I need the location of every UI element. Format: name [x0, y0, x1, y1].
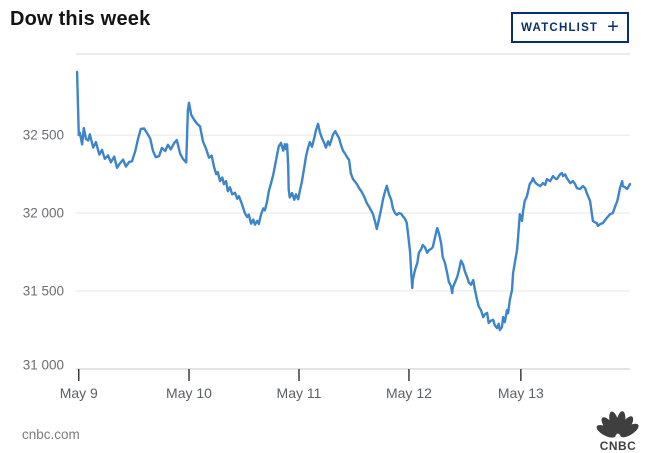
x-tick-label: May 12	[386, 385, 432, 401]
y-tick-label: 31 500	[23, 284, 64, 299]
watchlist-button[interactable]: WATCHLIST +	[511, 12, 629, 43]
y-tick-label: 32 500	[23, 128, 64, 143]
peacock-icon	[596, 411, 639, 438]
cnbc-logo-text: CNBC	[600, 439, 636, 451]
watchlist-button-label: WATCHLIST	[521, 21, 599, 34]
source-text: cnbc.com	[22, 427, 80, 442]
cnbc-logo: CNBC	[596, 411, 639, 451]
y-tick-label: 31 000	[23, 358, 64, 373]
plus-icon: +	[607, 15, 619, 38]
x-tick-label: May 10	[166, 385, 212, 401]
y-tick-label: 32 000	[23, 206, 64, 221]
x-tick-label: May 9	[60, 385, 98, 401]
page-title: Dow this week	[10, 8, 151, 30]
price-line	[75, 70, 632, 332]
x-tick-label: May 13	[498, 385, 544, 401]
x-tick-label: May 11	[277, 385, 322, 401]
